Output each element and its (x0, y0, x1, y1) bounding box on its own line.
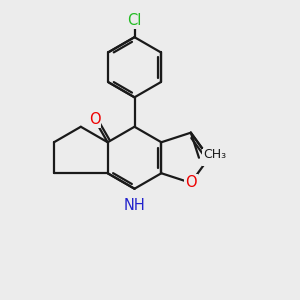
Text: Cl: Cl (127, 13, 142, 28)
Text: O: O (185, 175, 196, 190)
Text: N: N (204, 150, 214, 165)
Text: NH: NH (124, 198, 146, 213)
Text: CH₃: CH₃ (204, 148, 227, 161)
Text: O: O (89, 112, 100, 127)
